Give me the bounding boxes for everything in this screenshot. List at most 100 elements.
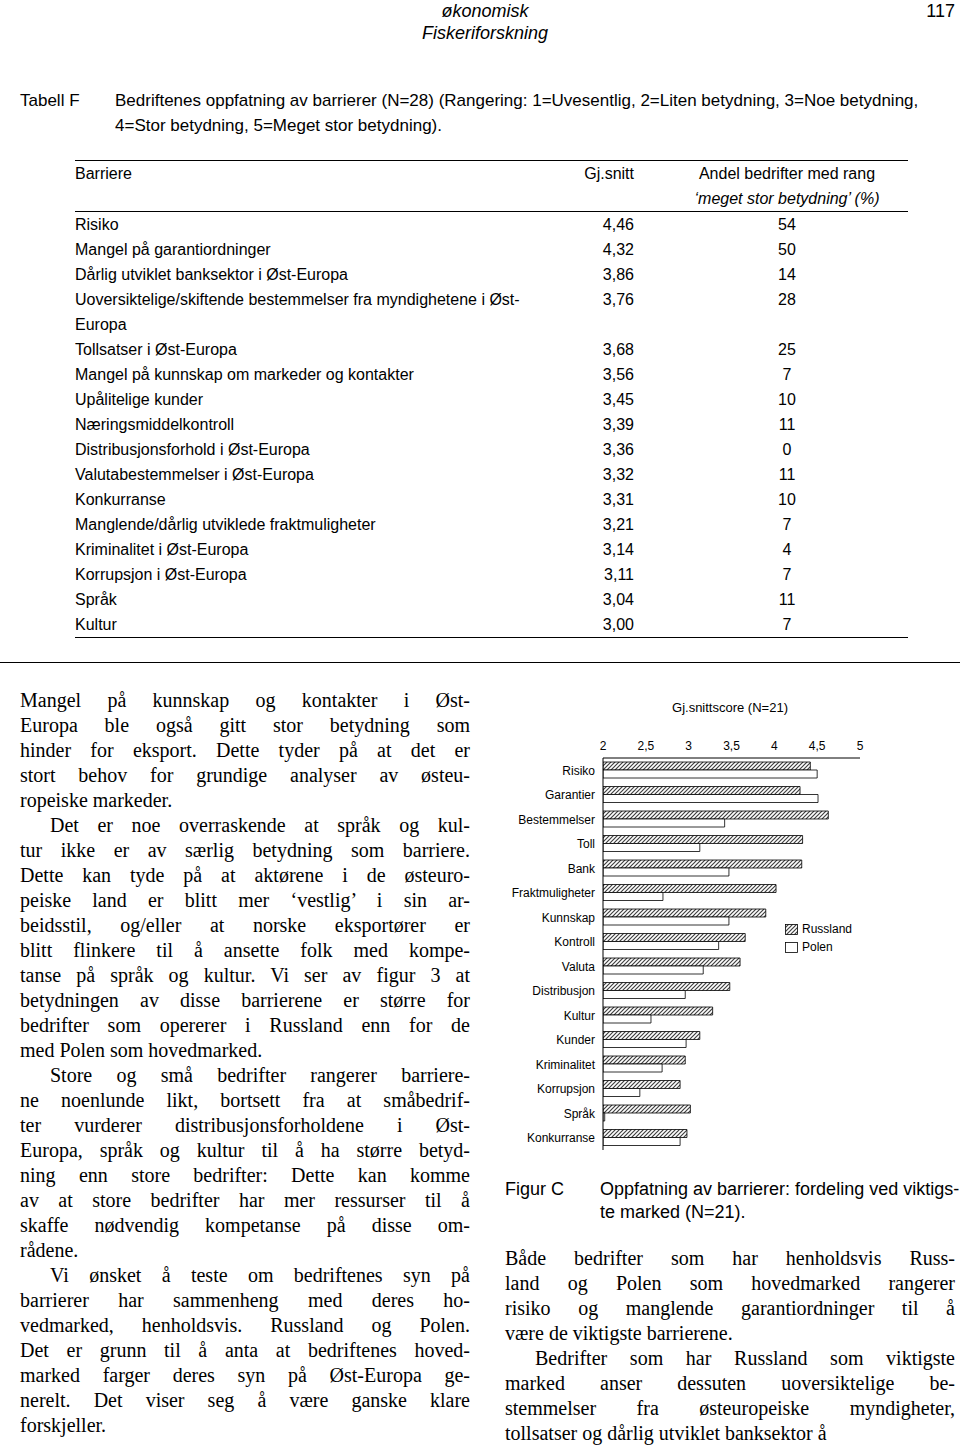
svg-text:Bestemmelser: Bestemmelser (518, 813, 595, 827)
html-text:Tabell F: Tabell F (20, 91, 80, 110)
html-text:skaffe nødvendig kompetanse på: skaffe nødvendig kompetanse på disse om- (20, 1214, 470, 1236)
html-text:Andel bedrifter med rang: Andel bedrifter med rang (698, 165, 875, 182)
html-text:hinder for eksport. Dette tyde: hinder for eksport. Dette tyder på at de… (20, 739, 470, 761)
html-text:50: 50 (778, 241, 796, 258)
html-text:Bedriftenes oppfatning av barr: Bedriftenes oppfatning av barrierer (N=2… (115, 91, 919, 110)
svg-text:Risiko: Risiko (562, 764, 595, 778)
svg-text:Distribusjon: Distribusjon (532, 984, 595, 998)
svg-text:Korrupsjon: Korrupsjon (537, 1082, 595, 1096)
html-text:Figur C: Figur C (505, 1179, 564, 1199)
html-text:Distribusjonsforhold i Øst-Eur: Distribusjonsforhold i Øst-Europa (75, 441, 310, 458)
svg-text:5: 5 (857, 739, 864, 753)
svg-text:Kontroll: Kontroll (554, 935, 595, 949)
html-text:54: 54 (778, 216, 796, 233)
html-text:nerelt. Det viser seg å være g: nerelt. Det viser seg å være ganske klar… (20, 1389, 470, 1411)
html-text:peiske land er blitt mer ‘vest: peiske land er blitt mer ‘vestlig’ i sin… (20, 889, 470, 911)
html-text:11: 11 (778, 416, 796, 433)
html-text:marked anser dessuten uoversik: marked anser dessuten uoversiktelige be- (505, 1372, 955, 1394)
html-text:Gj.snitt: Gj.snitt (584, 165, 634, 182)
html-text:tollsatser og dårlig utviklet: tollsatser og dårlig utviklet banksektor… (505, 1422, 827, 1444)
html-text:3,36: 3,36 (602, 441, 634, 458)
html-text:Det er noe overraskende at spr: Det er noe overraskende at språk og kul- (50, 814, 470, 836)
html-text:ne noenlunde likt, bortsett fr: ne noenlunde likt, bortsett fra at småbe… (20, 1089, 470, 1111)
html-text:4,46: 4,46 (602, 216, 634, 233)
html-text:Uoversiktelige/skiftende beste: Uoversiktelige/skiftende bestemmelser fr… (75, 291, 520, 333)
html-text:Det er grunn til å anta at bed: Det er grunn til å anta at bedriftenes h… (20, 1339, 470, 1361)
html-text:blitt flinkere til å ansette f: blitt flinkere til å ansette folk med ko… (20, 939, 470, 961)
html-text:14: 14 (778, 266, 796, 283)
html-text:Europa, språk og kultur til å: Europa, språk og kultur til å ha større … (20, 1139, 470, 1161)
html-text:Dette kan tyde på at aktørene: Dette kan tyde på at aktørene i de østeu… (20, 864, 470, 886)
html-text:4=Stor betydning, 5=Meget stor: 4=Stor betydning, 5=Meget stor betydning… (115, 116, 442, 135)
html-text:28: 28 (778, 291, 796, 308)
svg-text:Bank: Bank (568, 862, 596, 876)
html-text:av at store bedrifter har mer: av at store bedrifter har mer ressurser … (20, 1189, 470, 1211)
html-text:ropeiske markeder.: ropeiske markeder. (20, 789, 173, 811)
html-text:Mangel på kunnskap om markeder: Mangel på kunnskap om markeder og kontak… (75, 366, 414, 383)
html-text:ter vurderer distribusjonsforh: ter vurderer distribusjonsforholdene i Ø… (20, 1114, 470, 1136)
html-text:forskjeller.: forskjeller. (20, 1414, 107, 1436)
html-text:3,56: 3,56 (602, 366, 634, 383)
html-text:Risiko: Risiko (75, 216, 119, 233)
html-text:Barriere: Barriere (75, 165, 132, 182)
html-text:Mangel på kunnskap og kontakte: Mangel på kunnskap og kontakter i Øst- (20, 689, 470, 711)
html-text:Tollsatser i Øst-Europa: Tollsatser i Øst-Europa (75, 341, 237, 358)
svg-text:3,5: 3,5 (723, 739, 740, 753)
html-text:betydningen av disse barrieren: betydningen av disse barrierene er størr… (20, 989, 470, 1011)
html-text:Mangel på garantiordninger: Mangel på garantiordninger (75, 241, 271, 258)
html-text:Valutabestemmelser i Øst-Europ: Valutabestemmelser i Øst-Europa (75, 466, 314, 483)
html-text:stort behov for grundige analy: stort behov for grundige analyser av øst… (20, 764, 470, 786)
svg-text:Konkurranse: Konkurranse (527, 1131, 595, 1145)
html-text:10: 10 (778, 391, 796, 408)
svg-text:4,5: 4,5 (809, 739, 826, 753)
html-text:risiko og manglende garantiord: risiko og manglende garantiordninger til… (505, 1297, 955, 1319)
svg-text:3: 3 (685, 739, 692, 753)
html-text:Bedrifter som har Russland som: Bedrifter som har Russland som viktigste (535, 1347, 955, 1369)
svg-text:Kultur: Kultur (564, 1009, 595, 1023)
html-text:tur ikke er av særlig betydnin: tur ikke er av særlig betydning som barr… (20, 839, 470, 861)
html-text:med Polen som hovedmarked.: med Polen som hovedmarked. (20, 1039, 263, 1061)
html-text:Både bedrifter som har henhold: Både bedrifter som har henholdsvis Russ- (505, 1247, 955, 1269)
html-text:3,68: 3,68 (602, 341, 634, 358)
svg-text:Kriminalitet: Kriminalitet (536, 1058, 596, 1072)
svg-text:Garantier: Garantier (545, 788, 595, 802)
svg-text:Språk: Språk (564, 1107, 596, 1121)
html-text:vedmarked, henholdsvis. Russla: vedmarked, henholdsvis. Russland og Pole… (20, 1314, 470, 1336)
html-text:være de viktigste barrierene.: være de viktigste barrierene. (505, 1322, 733, 1344)
html-text:økonomisk: økonomisk (441, 1, 529, 21)
html-text:Oppfatning av barrierer: forde: Oppfatning av barrierer: fordeling ved v… (600, 1179, 960, 1199)
html-text:ning enn store bedrifter: Dett: ning enn store bedrifter: Dette kan komm… (20, 1164, 470, 1186)
html-text:3,86: 3,86 (602, 266, 634, 283)
svg-text:2,5: 2,5 (637, 739, 654, 753)
html-text:rådene.: rådene. (20, 1239, 79, 1261)
html-text:te marked (N=21).: te marked (N=21). (600, 1202, 746, 1222)
html-text:Vi ønsket å teste om bedriften: Vi ønsket å teste om bedriftenes syn på (50, 1264, 470, 1286)
html-text:Fiskeriforskning: Fiskeriforskning (422, 23, 548, 43)
svg-text:Kunder: Kunder (556, 1033, 595, 1047)
html-text:land og Polen som hovedmarked: land og Polen som hovedmarked rangerer (505, 1272, 955, 1294)
html-text:Upålitelige kunder: Upålitelige kunder (75, 391, 204, 408)
svg-text:2: 2 (600, 739, 607, 753)
html-text:stemmelser fra østeuropeiske m: stemmelser fra østeuropeiske myndigheter… (505, 1397, 955, 1419)
svg-text:Kunnskap: Kunnskap (542, 911, 596, 925)
html-text:Store og små bedrifter rangere: Store og små bedrifter rangerer barriere… (50, 1064, 470, 1086)
html-text:‘meget stor betydning’ (%): ‘meget stor betydning’ (%) (694, 190, 880, 207)
html-text:Næringsmiddelkontroll: Næringsmiddelkontroll (75, 416, 235, 433)
html-text:3,76: 3,76 (602, 291, 634, 308)
html-text:4,32: 4,32 (602, 241, 634, 258)
html-text:tanse på språk og kultur. Vi s: tanse på språk og kultur. Vi ser av figu… (20, 964, 470, 986)
html-text:3,45: 3,45 (602, 391, 634, 408)
html-text:Europa ble også gitt stor bety: Europa ble også gitt stor betydning som (20, 714, 470, 736)
html-text:117: 117 (926, 1, 955, 21)
html-text:marked farger deres syn på Øst: marked farger deres syn på Øst-Europa ge… (20, 1364, 470, 1386)
html-text:3,39: 3,39 (602, 416, 634, 433)
html-text:Dårlig utviklet banksektor i Ø: Dårlig utviklet banksektor i Øst-Europa (75, 266, 348, 283)
svg-text:Toll: Toll (577, 837, 595, 851)
svg-text:Valuta: Valuta (562, 960, 595, 974)
svg-text:4: 4 (771, 739, 778, 753)
html-text:beidsstil, og/eller at norske: beidsstil, og/eller at norske eksportøre… (20, 914, 470, 936)
html-text:bedrifter som opererer i Russl: bedrifter som opererer i Russland enn fo… (20, 1014, 470, 1036)
svg-text:Fraktmuligheter: Fraktmuligheter (512, 886, 595, 900)
html-text:barrierer har sammenheng med d: barrierer har sammenheng med deres ho- (20, 1289, 470, 1311)
html-text:25: 25 (778, 341, 796, 358)
